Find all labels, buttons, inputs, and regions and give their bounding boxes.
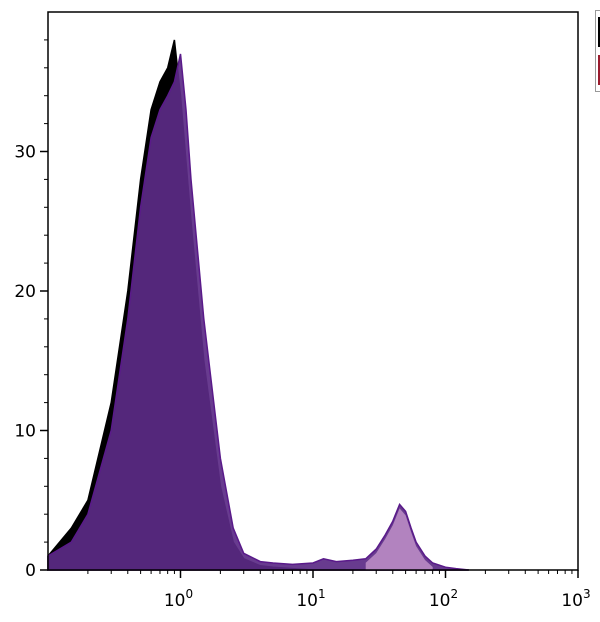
legend xyxy=(595,10,600,92)
y-tick-label-1: 10 xyxy=(14,422,36,442)
y-tick-label-2: 20 xyxy=(14,282,36,302)
positive-peak-fill xyxy=(365,508,433,570)
axes-layer: 0 10 20 30 100 101 102 103 xyxy=(14,11,591,611)
x-tick-label-2: 102 xyxy=(429,587,458,611)
legend-swatch-stained xyxy=(598,55,600,85)
y-tick-label-3: 30 xyxy=(14,143,36,163)
series-layer xyxy=(47,39,469,571)
x-tick-label-1: 101 xyxy=(296,587,325,611)
x-tick-label-3: 103 xyxy=(561,587,590,611)
y-tick-label-0: 0 xyxy=(25,561,36,581)
legend-swatch-control xyxy=(598,17,600,47)
x-tick-label-0: 100 xyxy=(164,587,193,611)
series-1-area xyxy=(47,53,469,571)
